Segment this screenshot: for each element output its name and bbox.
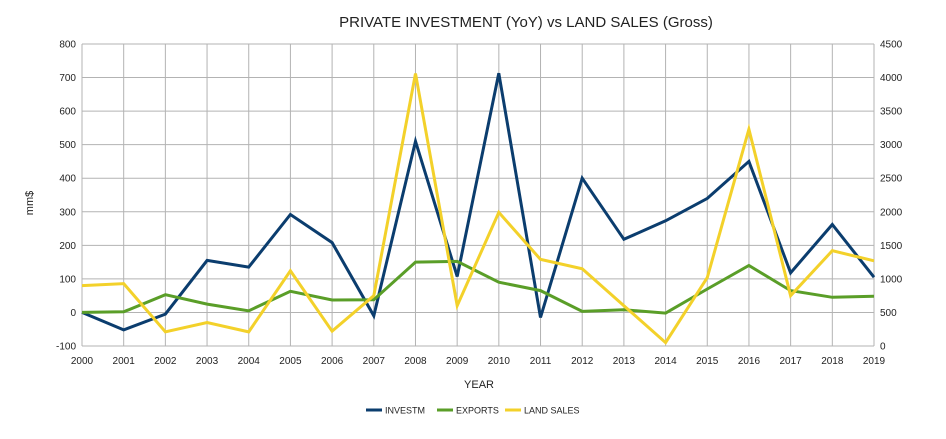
x-tick-label: 2014 bbox=[654, 356, 677, 367]
y-tick-label: 800 bbox=[59, 40, 76, 51]
legend-label: EXPORTS bbox=[456, 406, 499, 416]
y2-tick-label: 2500 bbox=[880, 174, 903, 185]
y-tick-label: 400 bbox=[59, 174, 76, 185]
x-tick-label: 2011 bbox=[530, 356, 552, 367]
x-tick-label: 2001 bbox=[113, 356, 136, 367]
x-tick-label: 2003 bbox=[196, 356, 219, 367]
x-tick-label: 2000 bbox=[71, 356, 94, 367]
x-tick-label: 2010 bbox=[488, 356, 511, 367]
x-tick-label: 2018 bbox=[821, 356, 844, 367]
y-tick-label: 600 bbox=[59, 107, 76, 118]
y-tick-label: 500 bbox=[59, 140, 76, 151]
series-layer bbox=[81, 72, 876, 345]
y2-tick-label: 500 bbox=[880, 308, 897, 319]
y-tick-label: 300 bbox=[59, 207, 76, 218]
x-tick-label: 2019 bbox=[863, 356, 886, 367]
y-tick-label: 200 bbox=[59, 241, 76, 252]
y2-tick-label: 1500 bbox=[880, 241, 903, 252]
y2-tick-label: 3000 bbox=[880, 140, 903, 151]
x-tick-label: 2007 bbox=[363, 356, 386, 367]
x-tick-label: 2002 bbox=[154, 356, 177, 367]
y-axis-left: -100 0 100 200 300 400 500 600 700 800 bbox=[56, 40, 76, 353]
y-axis-label: mm$ bbox=[24, 191, 36, 215]
x-tick-label: 2009 bbox=[446, 356, 469, 367]
x-tick-label: 2006 bbox=[321, 356, 344, 367]
x-tick-label: 2017 bbox=[780, 356, 803, 367]
y2-tick-label: 4500 bbox=[880, 40, 903, 51]
y2-tick-label: 1000 bbox=[880, 274, 903, 285]
y-axis-right: 0 500 1000 1500 2000 2500 3000 3500 4000 4500 bbox=[880, 40, 903, 353]
grid-layer bbox=[81, 43, 875, 347]
x-tick-label: 2005 bbox=[279, 356, 302, 367]
series-line-land-sales bbox=[81, 73, 875, 345]
series-line-investm bbox=[81, 72, 876, 332]
y-tick-label: 0 bbox=[70, 308, 76, 319]
y-tick-label: -100 bbox=[56, 342, 76, 353]
x-axis: 2000 2001 2002 2003 2004 2005 2006 2007 2008 2009… bbox=[71, 356, 886, 367]
x-tick-label: 2013 bbox=[613, 356, 636, 367]
y2-tick-label: 4000 bbox=[880, 73, 903, 84]
x-tick-label: 2016 bbox=[738, 356, 761, 367]
legend-label: INVESTM bbox=[385, 406, 425, 416]
y-tick-label: 700 bbox=[59, 73, 76, 84]
x-tick-label: 2012 bbox=[571, 356, 594, 367]
y-tick-label: 100 bbox=[59, 274, 76, 285]
legend-label: LAND SALES bbox=[524, 406, 580, 416]
x-tick-label: 2008 bbox=[404, 356, 427, 367]
legend: INVESTM EXPORTS LAND SALES bbox=[366, 406, 580, 416]
y2-tick-label: 3500 bbox=[880, 107, 903, 118]
x-axis-label: YEAR bbox=[464, 379, 494, 391]
series-line-exports bbox=[81, 259, 875, 315]
y2-tick-label: 0 bbox=[880, 342, 886, 353]
chart-title: PRIVATE INVESTMENT (YoY) vs LAND SALES (… bbox=[339, 14, 713, 31]
y2-tick-label: 2000 bbox=[880, 207, 903, 218]
x-tick-label: 2004 bbox=[238, 356, 261, 367]
x-tick-label: 2015 bbox=[696, 356, 719, 367]
